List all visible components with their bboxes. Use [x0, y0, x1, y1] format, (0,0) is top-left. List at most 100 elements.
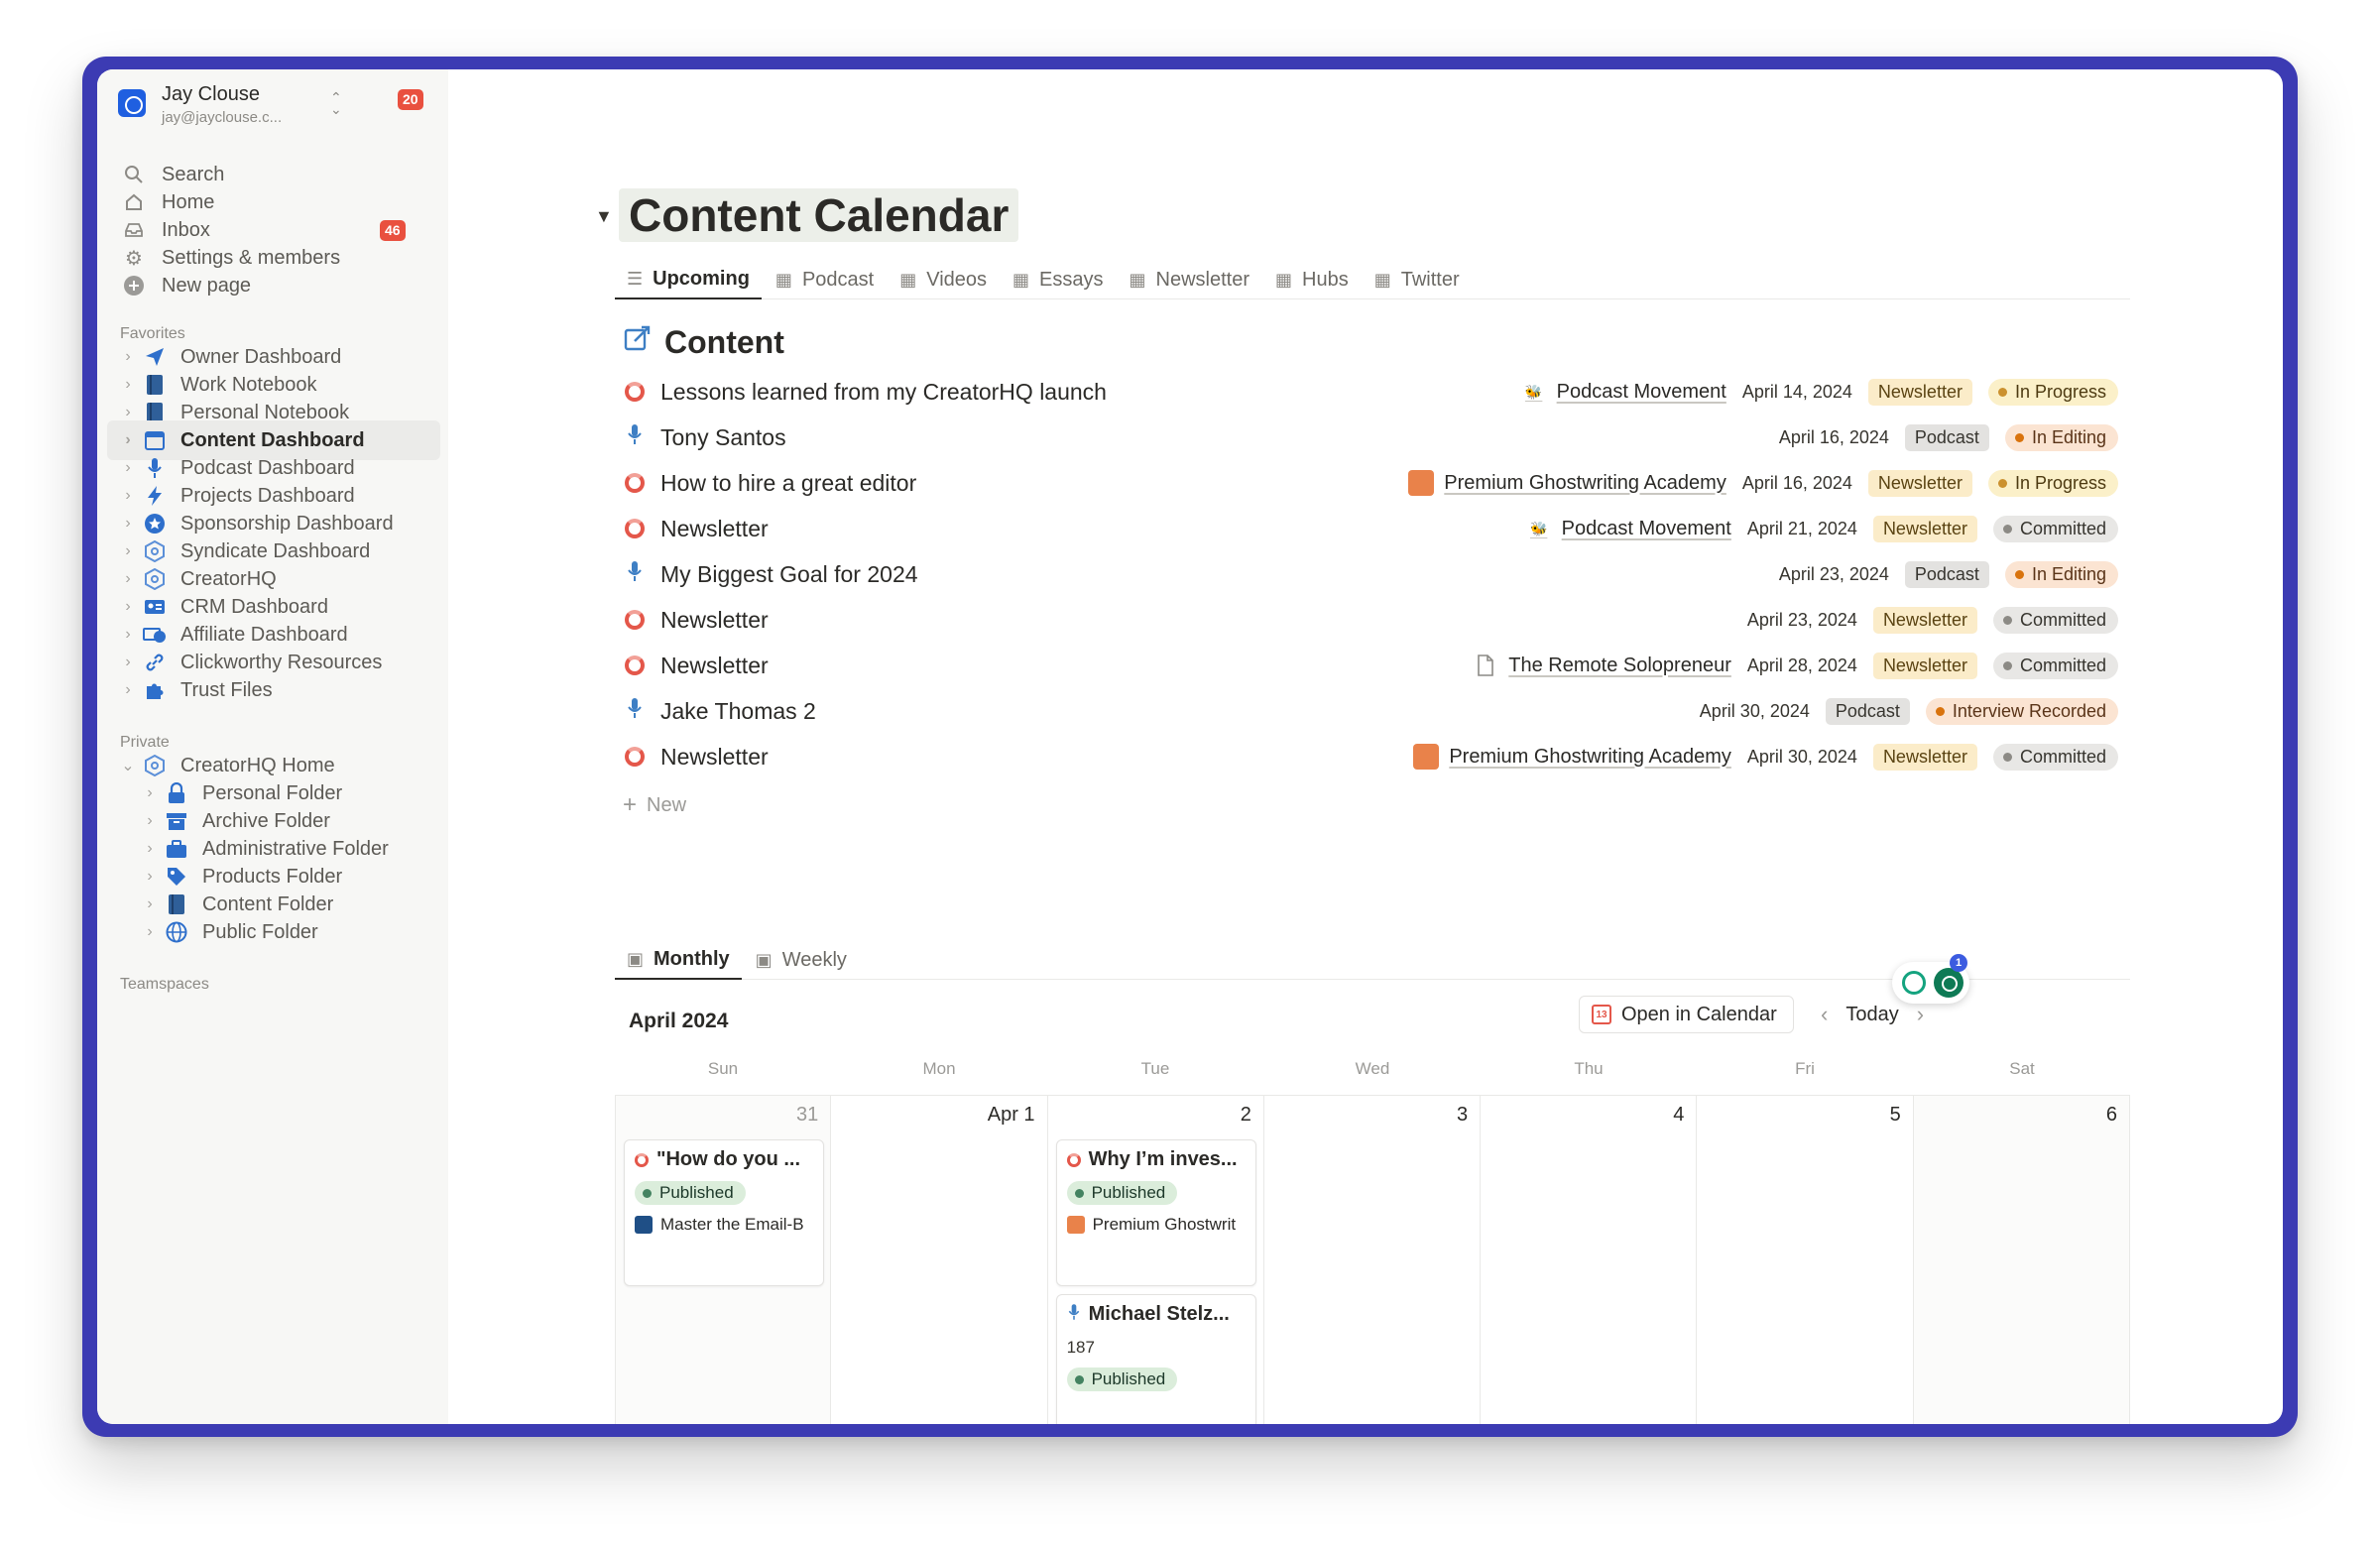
- chevron-right-icon[interactable]: ›: [125, 487, 131, 504]
- tab-essays[interactable]: ▦ Essays: [1001, 260, 1115, 299]
- list-item[interactable]: Newsletter The Remote Solopreneur April …: [615, 643, 2130, 688]
- workspace-switcher[interactable]: Jay Clouse jay@jayclouse.c... ⌃ ⌄ 20: [118, 83, 435, 131]
- new-item-button[interactable]: + New: [623, 791, 686, 819]
- tab-label: Videos: [926, 268, 988, 291]
- chevron-updown-icon[interactable]: ⌃ ⌄: [330, 89, 342, 117]
- sidebar-new-page[interactable]: New page: [120, 266, 427, 305]
- list-item[interactable]: Newsletter 🐝 Podcast Movement April 21, 2…: [615, 506, 2130, 551]
- sidebar-item-creatorhq-home[interactable]: ⌄ CreatorHQ Home: [107, 746, 440, 785]
- sidebar-item-affiliate-dashboard[interactable]: › Affiliate Dashboard: [107, 615, 440, 654]
- sidebar-item-personal-notebook[interactable]: › Personal Notebook: [107, 393, 440, 432]
- sidebar-item-trust-files[interactable]: › Trust Files: [107, 670, 440, 710]
- sidebar-home[interactable]: Home: [120, 182, 427, 222]
- tab-twitter[interactable]: ▦ Twitter: [1363, 260, 1472, 299]
- tab-podcast[interactable]: ▦ Podcast: [764, 260, 886, 299]
- row-title[interactable]: Newsletter: [660, 652, 769, 678]
- row-title[interactable]: Newsletter: [660, 515, 769, 541]
- sidebar-item-syndicate-dashboard[interactable]: › Syndicate Dashboard: [107, 532, 440, 571]
- calendar-card[interactable]: Why I’m inves... Published Premium Ghost…: [1055, 1139, 1256, 1286]
- chevron-right-icon[interactable]: ›: [125, 348, 131, 365]
- chevron-right-icon[interactable]: ›: [147, 840, 153, 857]
- calendar-card[interactable]: "How do you ... Published Master the Ema…: [624, 1139, 824, 1286]
- chat-icon[interactable]: [1934, 968, 1964, 998]
- chevron-right-icon[interactable]: ›: [125, 598, 131, 615]
- sidebar-item-content-dashboard[interactable]: › Content Dashboard: [107, 420, 440, 460]
- sidebar-item-clickworthy-resources[interactable]: › Clickworthy Resources: [107, 643, 440, 682]
- row-title[interactable]: My Biggest Goal for 2024: [660, 560, 918, 587]
- chevron-down-icon[interactable]: ⌄: [121, 758, 135, 774]
- chevron-right-icon[interactable]: ›: [125, 654, 131, 670]
- chevron-right-icon[interactable]: ›: [125, 542, 131, 559]
- sidebar-item-products-folder[interactable]: › Products Folder: [107, 857, 440, 896]
- list-item[interactable]: Tony Santos April 16, 2024 Podcast In Ed…: [615, 415, 2130, 460]
- list-item[interactable]: Lessons learned from my CreatorHQ launch…: [615, 369, 2130, 415]
- row-title[interactable]: Jake Thomas 2: [660, 697, 816, 724]
- chevron-right-icon[interactable]: ›: [125, 459, 131, 476]
- sidebar-item-administrative-folder[interactable]: › Administrative Folder: [107, 829, 440, 869]
- tab-newsletter[interactable]: ▦ Newsletter: [1118, 260, 1262, 299]
- sidebar-item-sponsorship-dashboard[interactable]: › Sponsorship Dashboard: [107, 504, 440, 543]
- list-item[interactable]: My Biggest Goal for 2024 April 23, 2024 …: [615, 551, 2130, 597]
- calendar-day-cell[interactable]: Apr 1: [831, 1096, 1048, 1424]
- chevron-right-icon[interactable]: ›: [147, 812, 153, 829]
- sidebar-item-podcast-dashboard[interactable]: › Podcast Dashboard: [107, 448, 440, 488]
- today-button[interactable]: Today: [1845, 1003, 1899, 1025]
- tab-hubs[interactable]: ▦ Hubs: [1263, 260, 1361, 299]
- sidebar-item-projects-dashboard[interactable]: › Projects Dashboard: [107, 476, 440, 516]
- chevron-right-icon[interactable]: ›: [125, 570, 131, 587]
- calendar-day-cell[interactable]: 5: [1697, 1096, 1914, 1424]
- sidebar-item-work-notebook[interactable]: › Work Notebook: [107, 365, 440, 405]
- chevron-left-icon[interactable]: ‹: [1821, 1002, 1829, 1026]
- sidebar-item-creatorhq[interactable]: › CreatorHQ: [107, 559, 440, 599]
- calendar-card[interactable]: Michael Stelz... 187 Published: [1055, 1294, 1256, 1424]
- chevron-right-icon[interactable]: ›: [125, 376, 131, 393]
- chevron-right-icon[interactable]: ›: [147, 923, 153, 940]
- chevron-right-icon[interactable]: ›: [125, 681, 131, 698]
- chevron-right-icon[interactable]: ›: [147, 784, 153, 801]
- relation-link[interactable]: 🐝 Podcast Movement: [1521, 379, 1726, 405]
- list-item[interactable]: How to hire a great editor Premium Ghost…: [615, 460, 2130, 506]
- list-item[interactable]: Jake Thomas 2 April 30, 2024 Podcast Int…: [615, 688, 2130, 734]
- relation-link[interactable]: Premium Ghostwriting Academy: [1408, 470, 1726, 496]
- assistant-widget[interactable]: 1: [1892, 954, 1969, 1004]
- row-title[interactable]: Newsletter: [660, 743, 769, 770]
- tab-videos[interactable]: ▦ Videos: [888, 260, 999, 299]
- chevron-right-icon[interactable]: ›: [125, 515, 131, 532]
- calendar-day-cell[interactable]: 6: [1913, 1096, 2130, 1424]
- bee-icon: 🐝: [1524, 383, 1543, 400]
- row-title[interactable]: Newsletter: [660, 606, 769, 633]
- sidebar-item-archive-folder[interactable]: › Archive Folder: [107, 801, 440, 841]
- chevron-right-icon[interactable]: ›: [125, 626, 131, 643]
- lightbulb-icon[interactable]: [1902, 971, 1926, 995]
- tab-upcoming[interactable]: ☰ Upcoming: [615, 260, 762, 299]
- row-title[interactable]: Lessons learned from my CreatorHQ launch: [660, 378, 1107, 405]
- chevron-right-icon[interactable]: ›: [125, 404, 131, 420]
- sidebar-item-crm-dashboard[interactable]: › CRM Dashboard: [107, 587, 440, 627]
- relation-link[interactable]: 🐝 Podcast Movement: [1526, 516, 1731, 541]
- relation-link[interactable]: The Remote Solopreneur: [1473, 653, 1731, 678]
- row-title[interactable]: How to hire a great editor: [660, 469, 917, 496]
- calendar-day-cell[interactable]: 31 "How do you ... Published Master the …: [615, 1096, 832, 1424]
- sidebar-inbox[interactable]: Inbox 46: [120, 210, 427, 250]
- sidebar-item-owner-dashboard[interactable]: › Owner Dashboard: [107, 337, 440, 377]
- calendar-day-cell[interactable]: 4: [1481, 1096, 1698, 1424]
- tab-monthly[interactable]: ▣ Monthly: [615, 940, 742, 980]
- chevron-right-icon[interactable]: ›: [147, 895, 153, 912]
- open-in-calendar-button[interactable]: 13 Open in Calendar: [1579, 996, 1794, 1033]
- sidebar-item-public-folder[interactable]: › Public Folder: [107, 912, 440, 952]
- chevron-right-icon[interactable]: ›: [125, 431, 131, 448]
- sidebar-item-content-folder[interactable]: › Content Folder: [107, 885, 440, 924]
- row-title[interactable]: Tony Santos: [660, 423, 786, 450]
- calendar-day-cell[interactable]: 2 Why I’m inves... Published Premium Gho…: [1048, 1096, 1264, 1424]
- sidebar-item-personal-folder[interactable]: › Personal Folder: [107, 774, 440, 813]
- list-item[interactable]: Newsletter April 23, 2024 Newsletter Com…: [615, 597, 2130, 643]
- relation-link[interactable]: Premium Ghostwriting Academy: [1413, 744, 1731, 770]
- toggle-triangle-icon[interactable]: ▼: [595, 206, 613, 226]
- chevron-right-icon[interactable]: ›: [147, 868, 153, 885]
- calendar-day-cell[interactable]: 3: [1264, 1096, 1482, 1424]
- list-item[interactable]: Newsletter Premium Ghostwriting Academy …: [615, 734, 2130, 779]
- sidebar-search[interactable]: Search: [120, 155, 427, 194]
- sidebar-settings[interactable]: ⚙ Settings & members: [120, 238, 427, 278]
- tab-weekly[interactable]: ▣ Weekly: [744, 940, 859, 980]
- chevron-right-icon[interactable]: ›: [1916, 1002, 1925, 1026]
